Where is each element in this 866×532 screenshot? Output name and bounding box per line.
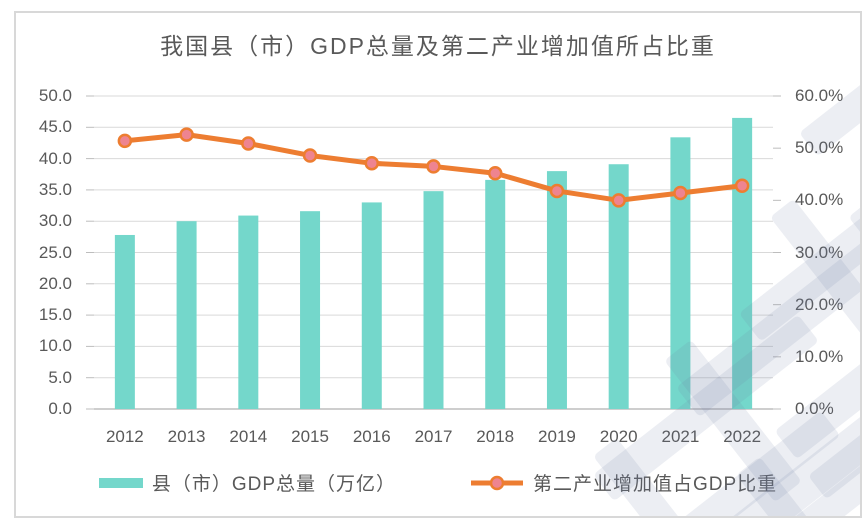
bar-series-swatch xyxy=(98,477,143,488)
y-left-tick-label: 25.0 xyxy=(38,242,72,262)
y-right-tick-label: 0.0% xyxy=(795,399,834,418)
y-left-tick-label: 30.0 xyxy=(38,211,72,231)
y-right-tick-label: 10.0% xyxy=(795,346,844,366)
data-point-marker xyxy=(364,156,380,171)
plot-area xyxy=(86,95,781,410)
data-point-marker xyxy=(179,127,194,142)
y-right-tick-label: 40.0% xyxy=(795,190,844,210)
y-left-tick-label: 5.0 xyxy=(48,367,72,387)
legend-label-share: 第二产业增加值占GDP比重 xyxy=(533,474,778,495)
data-point-marker xyxy=(673,185,688,201)
bar xyxy=(546,171,567,409)
y-left-tick-label: 10.0 xyxy=(38,336,72,356)
y-left-tick-label: 50.0 xyxy=(38,86,72,105)
x-tick-label: 2015 xyxy=(291,427,329,446)
y-left-tick-label: 15.0 xyxy=(38,305,72,325)
data-point-marker xyxy=(302,148,318,163)
y-right-tick-label: 30.0% xyxy=(795,242,844,262)
line-series-swatch xyxy=(471,475,523,490)
bar xyxy=(670,137,691,409)
chart-title: 我国县（市）GDP总量及第二产业增加值所占比重 xyxy=(160,33,716,59)
y-left-tick-label: 35.0 xyxy=(38,179,72,199)
legend-label-gdp: 县（市）GDP总量（万亿） xyxy=(151,474,396,495)
data-point-marker xyxy=(241,136,256,151)
x-tick-label: 2022 xyxy=(723,427,762,446)
bar xyxy=(608,164,629,409)
x-tick-label: 2012 xyxy=(105,427,144,446)
x-tick-label: 2014 xyxy=(229,427,268,446)
chart-frame: 我国县（市）GDP总量及第二产业增加值所占比重 50.0 45.0 40.0 35.0… xyxy=(14,11,862,518)
legend-item-gdp: 县（市）GDP总量（万亿） xyxy=(98,469,396,496)
legend-item-share: 第二产业增加值占GDP比重 xyxy=(470,469,777,496)
bar xyxy=(485,179,506,409)
y-right-tick-label: 20.0% xyxy=(795,294,844,314)
x-tick-label: 2021 xyxy=(661,427,700,446)
data-point-marker xyxy=(117,133,133,149)
data-point-marker xyxy=(426,159,441,174)
data-point-marker xyxy=(734,178,750,193)
bar xyxy=(361,202,382,409)
data-point-marker xyxy=(487,165,503,181)
x-tick-label: 2017 xyxy=(414,427,453,446)
x-tick-label: 2020 xyxy=(599,427,638,446)
y-left-tick-label: 0.0 xyxy=(48,399,72,418)
bar xyxy=(732,117,753,409)
bar xyxy=(300,211,321,409)
legend: 县（市）GDP总量（万亿） 第二产业增加值占GDP比重 xyxy=(16,469,860,496)
data-point-marker xyxy=(611,193,626,208)
bar xyxy=(423,191,444,409)
x-tick-label: 2013 xyxy=(167,427,206,446)
y-left-tick-label: 40.0 xyxy=(38,148,72,168)
data-point-marker xyxy=(549,183,565,199)
y-right-tick-label: 50.0% xyxy=(795,138,844,158)
bar xyxy=(176,221,197,409)
bar xyxy=(114,234,135,409)
y-left-tick-label: 20.0 xyxy=(38,273,72,293)
x-tick-label: 2018 xyxy=(476,427,515,446)
y-right-tick-label: 60.0% xyxy=(795,86,844,105)
bar xyxy=(238,215,259,409)
y-left-tick-label: 45.0 xyxy=(38,117,72,137)
x-tick-label: 2016 xyxy=(352,427,391,446)
x-tick-label: 2019 xyxy=(538,427,576,446)
